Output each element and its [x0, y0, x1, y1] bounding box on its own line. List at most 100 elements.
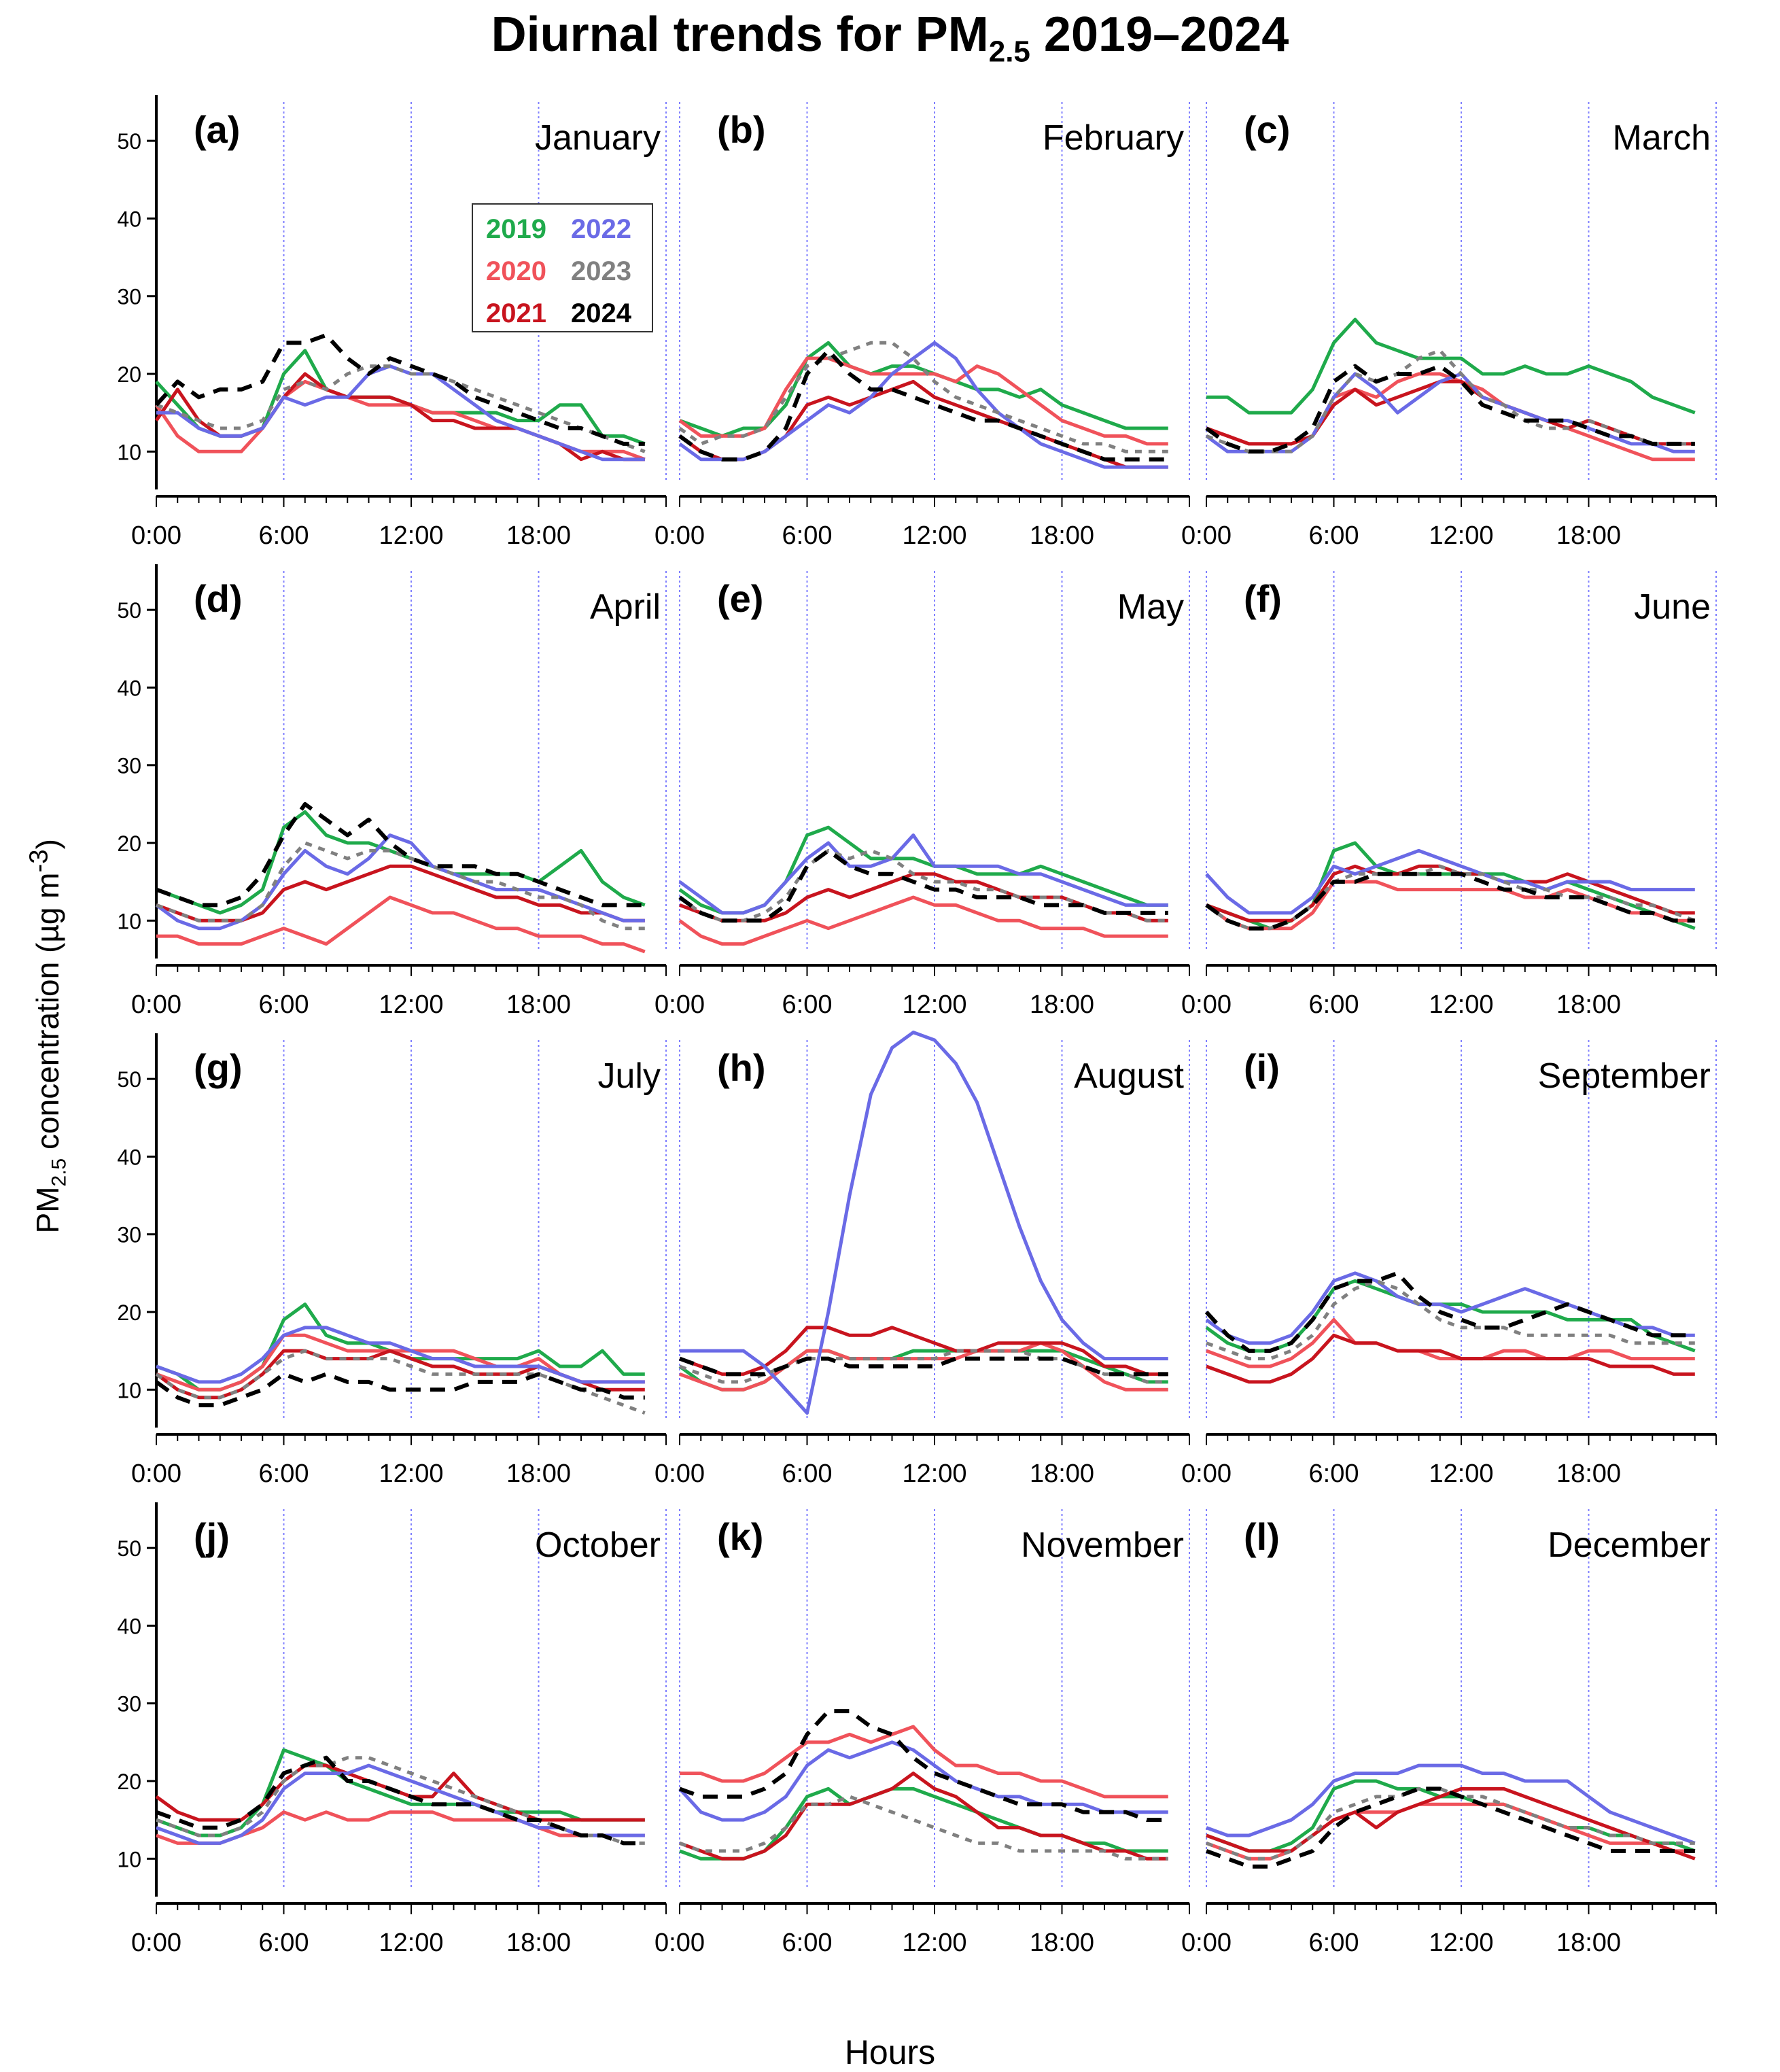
- title-text: Diurnal trends for PM: [491, 7, 989, 62]
- panel-march: 0:00 6:00 12:00 18:00 (c) March: [1181, 102, 1717, 550]
- series-line-2020: [678, 356, 1168, 446]
- x-tick-label: 6:00: [259, 990, 309, 1019]
- x-tick-label: 0:00: [655, 1929, 705, 1957]
- x-tick-label: 12:00: [1429, 521, 1493, 550]
- y-tick-label: 40: [117, 676, 141, 700]
- series-line-2021: [1206, 379, 1695, 446]
- x-tick-label: 6:00: [259, 1929, 309, 1957]
- panel-letter: (d): [194, 577, 243, 620]
- x-tick-label: 12:00: [902, 1929, 966, 1957]
- series-line-2023: [1206, 1786, 1695, 1861]
- legend-item-2023: 2023: [571, 256, 631, 286]
- x-tick-label: 18:00: [1556, 521, 1621, 550]
- series-line-2020: [678, 895, 1168, 946]
- x-tick-label: 6:00: [782, 1929, 833, 1957]
- y-tick-label: 50: [117, 129, 141, 154]
- series-line-2023: [1206, 349, 1695, 453]
- series-line-2022: [1206, 1763, 1696, 1845]
- y-tick-label: 50: [117, 598, 141, 623]
- x-tick-label: 18:00: [1030, 1929, 1094, 1957]
- x-tick-label: 6:00: [782, 990, 833, 1019]
- title-years: 2019–2024: [1043, 7, 1289, 62]
- series-line-2021: [679, 1772, 1168, 1861]
- series-line-2021: [1206, 1333, 1695, 1384]
- panel-letter: (k): [717, 1515, 763, 1558]
- panel-month: April: [590, 587, 661, 627]
- series-line-2023: [1206, 1279, 1695, 1361]
- x-tick-label: 6:00: [259, 521, 309, 550]
- x-tick-label: 6:00: [782, 521, 833, 550]
- legend-item-2019: 2019: [486, 214, 546, 244]
- x-tick-label: 18:00: [506, 521, 571, 550]
- x-tick-label: 0:00: [1181, 990, 1232, 1019]
- series-line-2019: [156, 810, 646, 915]
- panel-letter: (c): [1244, 108, 1290, 151]
- x-tick-label: 18:00: [1556, 1460, 1621, 1488]
- panel-november: 0:00 6:00 12:00 18:00 (k) November: [655, 1509, 1190, 1957]
- panel-letter: (g): [194, 1046, 243, 1089]
- series-line-2022: [680, 1031, 1168, 1415]
- panel-month: July: [598, 1056, 661, 1096]
- chart-title: Diurnal trends for PM2.5 2019–2024: [0, 7, 1780, 69]
- x-tick-label: 18:00: [1030, 521, 1094, 550]
- series-line-2024: [678, 848, 1168, 923]
- series-line-2023: [678, 848, 1168, 922]
- series-line-2021: [1206, 864, 1695, 922]
- y-tick-label: 30: [117, 754, 141, 778]
- series-line-2024: [1205, 1786, 1695, 1869]
- y-tick-label: 40: [117, 207, 141, 231]
- panel-month: December: [1548, 1525, 1711, 1565]
- panel-july: 10 20 30 40 50 0:00 6:00 12:00 18:00 (g) July: [117, 1033, 667, 1488]
- series-line-2021: [156, 864, 645, 922]
- x-tick-label: 0:00: [131, 521, 181, 550]
- x-tick-label: 12:00: [902, 990, 966, 1019]
- panel-month: August: [1074, 1056, 1184, 1096]
- x-tick-label: 6:00: [1309, 1460, 1359, 1488]
- panel-month: October: [535, 1525, 661, 1565]
- x-tick-label: 18:00: [506, 990, 571, 1019]
- x-tick-label: 0:00: [131, 990, 181, 1019]
- series-line-2019: [1206, 317, 1696, 415]
- x-tick-label: 12:00: [379, 1929, 443, 1957]
- y-tick-label: 50: [117, 1067, 141, 1092]
- y-tick-label: 10: [117, 909, 141, 933]
- x-tick-label: 0:00: [1181, 521, 1232, 550]
- series-line-2024: [678, 348, 1168, 462]
- x-tick-label: 12:00: [902, 521, 966, 550]
- panel-june: 0:00 6:00 12:00 18:00 (f) June: [1181, 571, 1717, 1019]
- x-tick-label: 12:00: [1429, 1460, 1493, 1488]
- panel-letter: (j): [194, 1515, 230, 1558]
- panel-september: 0:00 6:00 12:00 18:00 (i) September: [1181, 1040, 1717, 1488]
- series-line-2022: [1205, 1271, 1695, 1345]
- y-tick-label: 20: [117, 831, 141, 856]
- legend: 2019 2022 2020 2023 2021 2024: [472, 203, 653, 332]
- x-tick-label: 12:00: [379, 1460, 443, 1488]
- series-line-2023: [156, 364, 646, 453]
- x-axis-label: Hours: [844, 2033, 936, 2071]
- x-tick-label: 18:00: [1556, 990, 1621, 1019]
- series-line-2022: [678, 1740, 1168, 1822]
- panel-december: 0:00 6:00 12:00 18:00 (l) December: [1181, 1509, 1717, 1957]
- panel-month: June: [1634, 587, 1711, 627]
- series-line-2023: [1205, 864, 1696, 931]
- panel-letter: (a): [194, 108, 240, 151]
- series-line-2024: [155, 1755, 645, 1846]
- legend-item-2021: 2021: [486, 298, 546, 328]
- y-tick-label: 30: [117, 285, 141, 309]
- series-line-2021: [679, 1326, 1168, 1376]
- panel-letter: (h): [717, 1046, 766, 1089]
- y-tick-label: 50: [117, 1536, 141, 1561]
- series-line-2023: [678, 341, 1168, 453]
- series-line-2020: [1205, 880, 1695, 931]
- x-tick-label: 18:00: [506, 1460, 571, 1488]
- series-line-2022: [1205, 848, 1695, 915]
- panel-month: January: [535, 118, 661, 158]
- panel-month: March: [1613, 118, 1711, 158]
- series-line-2020: [1206, 1317, 1695, 1368]
- x-tick-label: 18:00: [1030, 1460, 1094, 1488]
- x-tick-label: 0:00: [1181, 1460, 1232, 1488]
- series-line-2024: [678, 1356, 1168, 1377]
- series-line-2024: [154, 332, 645, 446]
- x-tick-label: 18:00: [506, 1929, 571, 1957]
